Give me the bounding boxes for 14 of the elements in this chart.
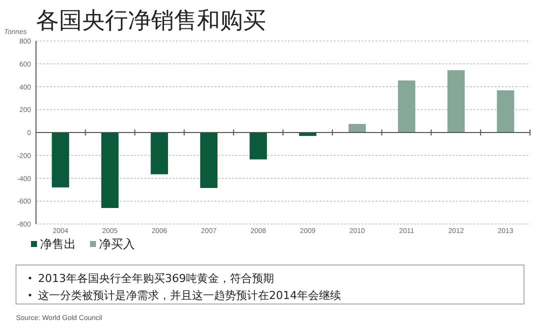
bar [447, 70, 465, 132]
chart-title: 各国央行净销售和购买 [36, 8, 266, 34]
bar [250, 132, 267, 160]
legend-label: 净买入 [99, 237, 135, 251]
bar [52, 132, 70, 188]
text: 这一分类被预计是净需求，并且这一趋势预计在2014年会继续 [38, 289, 341, 302]
bar [348, 124, 366, 132]
bar [398, 80, 416, 132]
legend-label: 净售出 [40, 237, 76, 251]
bar [101, 132, 119, 208]
bar [200, 132, 218, 188]
bar [496, 90, 514, 132]
bar [150, 132, 168, 174]
text: 2013年各国央行全年购买369吨黄金，符合预期 [38, 272, 274, 285]
